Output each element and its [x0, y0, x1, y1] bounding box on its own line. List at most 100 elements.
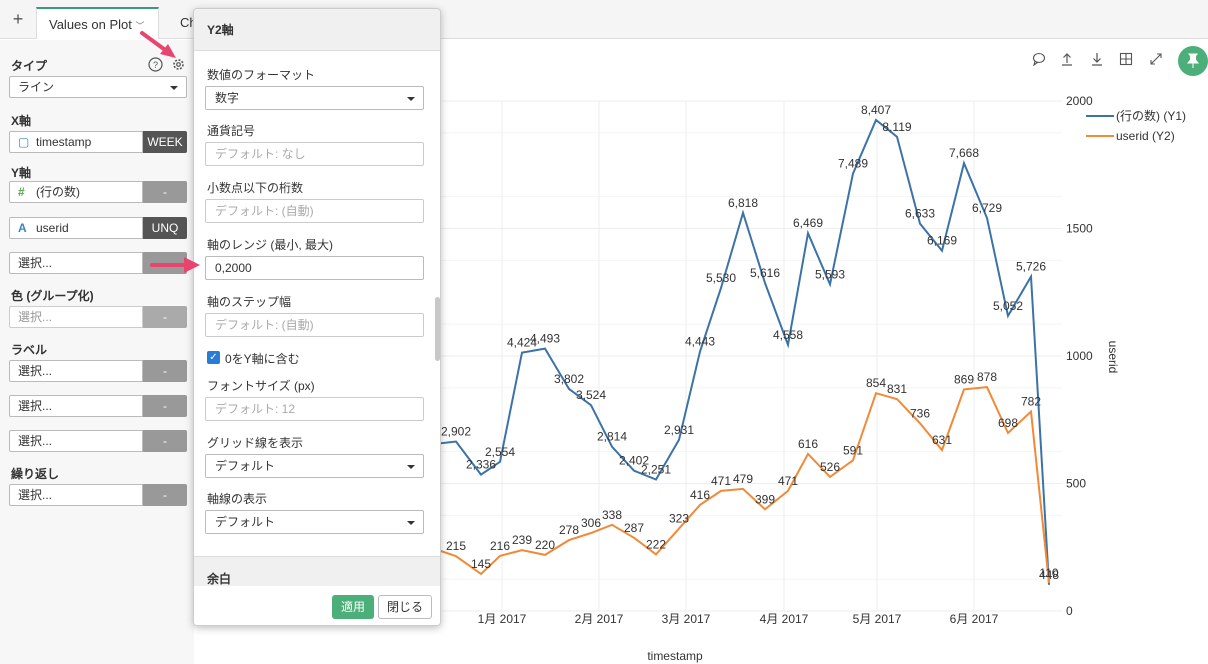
close-button[interactable]: 閉じる — [378, 595, 432, 619]
decimal-places-input[interactable]: デフォルト: (自動) — [205, 199, 424, 223]
chevron-down-icon[interactable]: ﹀ — [135, 21, 145, 31]
y2-tick-label: 0 — [1066, 604, 1073, 618]
axis-range-input[interactable]: 0,2000 — [205, 256, 424, 280]
label-field-1[interactable]: 選択... — [9, 360, 143, 382]
y-axis-label: Y軸 — [11, 166, 32, 180]
label-section-label: ラベル — [11, 343, 48, 357]
x-tick-label: 3月 2017 — [662, 612, 711, 626]
data-label: 287 — [624, 521, 644, 535]
y-axis-field-2-button[interactable]: UNQ — [143, 217, 187, 239]
color-field-value: 選択... — [18, 310, 53, 324]
data-label: 8,407 — [861, 103, 891, 117]
x-axis-label: X軸 — [11, 114, 32, 128]
data-label: 736 — [910, 406, 930, 420]
color-field-button[interactable]: - — [143, 306, 187, 328]
label-field-2-button[interactable]: - — [143, 395, 187, 417]
grid-lines-select[interactable]: デフォルト — [205, 454, 424, 478]
gear-icon[interactable] — [171, 57, 186, 72]
legend-item-rows[interactable]: (行の数) (Y1) — [1086, 108, 1186, 128]
number-format-select[interactable]: 数字 — [205, 86, 424, 110]
legend-item-userid[interactable]: userid (Y2) — [1086, 128, 1186, 148]
data-label: 416 — [690, 488, 710, 502]
axis-step-label: 軸のステップ幅 — [207, 295, 292, 309]
data-label: 4,424 — [507, 336, 537, 350]
axis-step-placeholder: デフォルト: (自動) — [215, 318, 314, 332]
data-label: 2,902 — [441, 425, 471, 439]
axis-step-input[interactable]: デフォルト: (自動) — [205, 313, 424, 337]
download-icon[interactable] — [1089, 52, 1105, 68]
label-field-3[interactable]: 選択... — [9, 430, 143, 452]
chart-legend: (行の数) (Y1) userid (Y2) — [1086, 108, 1186, 148]
text-type-icon: A — [18, 221, 27, 235]
currency-label: 通貨記号 — [207, 124, 256, 138]
y-axis-field-3-value: 選択... — [18, 256, 53, 270]
label-field-1-button[interactable]: - — [143, 360, 187, 382]
series-line-userid — [429, 386, 1050, 584]
tab-second[interactable]: Ch — [168, 7, 198, 39]
font-size-input[interactable]: デフォルト: 12 — [205, 397, 424, 421]
caret-down-icon — [407, 97, 415, 101]
data-label: 471 — [778, 474, 798, 488]
type-select[interactable]: ライン — [9, 76, 187, 98]
label-field-3-button[interactable]: - — [143, 430, 187, 452]
data-label: 831 — [887, 382, 907, 396]
data-label: 4,443 — [685, 335, 715, 349]
x-tick-label: 6月 2017 — [950, 612, 999, 626]
x-axis-aggregation-button[interactable]: WEEK — [143, 131, 187, 153]
color-field[interactable]: 選択... — [9, 306, 143, 328]
calendar-icon: ▢ — [18, 135, 30, 149]
include-zero-checkbox[interactable]: ✓ — [207, 351, 220, 364]
data-label: 471 — [711, 474, 731, 488]
legend-swatch-userid — [1086, 135, 1114, 137]
y2-tick-label: 1000 — [1066, 349, 1093, 363]
y2-tick-label: 1500 — [1066, 222, 1093, 236]
grid-lines-label: グリッド線を表示 — [207, 436, 304, 450]
font-size-placeholder: デフォルト: 12 — [215, 402, 296, 416]
upload-icon[interactable] — [1059, 52, 1075, 68]
add-tab-button[interactable]: + — [12, 9, 24, 29]
y2-axis-settings-popup: Y2軸 数値のフォーマット 数字 通貨記号 デフォルト: なし 小数点以下の桁数… — [193, 8, 441, 626]
data-label: 6,818 — [728, 196, 758, 210]
table-icon[interactable] — [1118, 52, 1134, 68]
data-label: 6,169 — [927, 234, 957, 248]
label-field-2[interactable]: 選択... — [9, 395, 143, 417]
data-label: 338 — [602, 508, 622, 522]
y-axis-field-1-button[interactable]: - — [143, 181, 187, 203]
y-axis-field-1[interactable]: # (行の数) — [9, 181, 143, 203]
question-circle-icon[interactable]: ? — [148, 57, 163, 72]
axis-range-value: 0,2000 — [215, 261, 252, 275]
label-field-3-value: 選択... — [18, 434, 53, 448]
popup-title: Y2軸 — [194, 9, 440, 51]
data-label: 2,814 — [597, 430, 627, 444]
chart-config-sidebar: タイプ ? ライン X軸 ▢ timestamp WEEK Y軸 # (行の数) -… — [0, 40, 194, 664]
repeat-field[interactable]: 選択... — [9, 484, 143, 506]
data-label: 616 — [798, 437, 818, 451]
repeat-section-label: 繰り返し — [11, 467, 60, 481]
axis-line-value: デフォルト — [215, 515, 276, 529]
legend-label-rows: (行の数) (Y1) — [1116, 109, 1186, 123]
comment-icon[interactable] — [1031, 52, 1047, 68]
tab-label: Values on Plot — [49, 17, 132, 32]
y-axis-field-3[interactable]: 選択... — [9, 252, 143, 274]
legend-label-userid: userid (Y2) — [1116, 129, 1175, 143]
svg-text:?: ? — [153, 60, 158, 70]
caret-down-icon — [170, 86, 178, 90]
expand-icon[interactable] — [1148, 52, 1164, 68]
tab-values-on-plot[interactable]: Values on Plot ﹀ — [36, 7, 159, 39]
font-size-label: フォントサイズ (px) — [207, 379, 315, 393]
pin-icon[interactable] — [1178, 46, 1208, 76]
data-label: 239 — [512, 533, 532, 547]
data-label: 6,469 — [793, 216, 823, 230]
type-select-value: ライン — [18, 80, 55, 94]
axis-line-select[interactable]: デフォルト — [205, 510, 424, 534]
data-label: 5,530 — [706, 271, 736, 285]
x-axis-field[interactable]: ▢ timestamp — [9, 131, 143, 153]
apply-button[interactable]: 適用 — [332, 595, 374, 619]
currency-input[interactable]: デフォルト: なし — [205, 142, 424, 166]
x-axis-field-name: timestamp — [36, 135, 92, 149]
top-bar: + Values on Plot ﹀ Ch — [0, 0, 1208, 39]
decimal-places-label: 小数点以下の桁数 — [207, 181, 304, 195]
popup-scrollbar[interactable] — [435, 297, 440, 361]
repeat-field-button[interactable]: - — [143, 484, 187, 506]
